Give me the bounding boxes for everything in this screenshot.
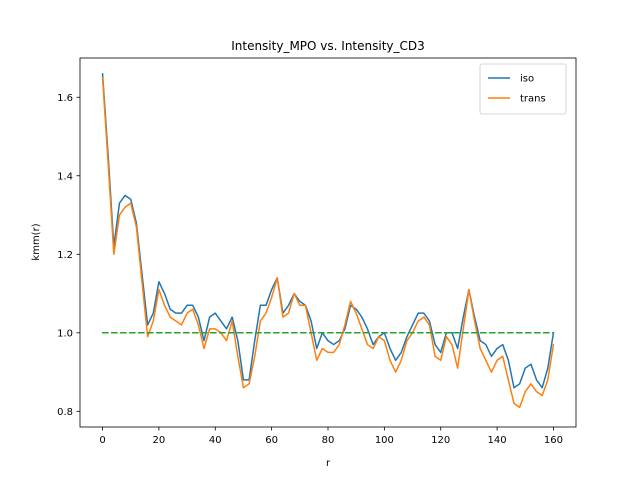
y-axis: 0.8 1.0 1.2 1.4 1.6 xyxy=(57,93,80,418)
x-tick-label: 40 xyxy=(209,435,222,446)
y-tick-label: 1.0 xyxy=(57,328,73,339)
chart-title: Intensity_MPO vs. Intensity_CD3 xyxy=(231,39,425,53)
x-tick-label: 140 xyxy=(488,435,507,446)
legend: iso trans xyxy=(479,63,567,115)
x-axis: 0 20 40 60 80 100 120 140 160 xyxy=(99,427,563,446)
legend-box xyxy=(479,63,567,115)
y-tick-label: 0.8 xyxy=(57,407,73,418)
legend-label-iso: iso xyxy=(520,74,534,85)
x-tick-label: 0 xyxy=(99,435,105,446)
series-line-iso xyxy=(101,72,555,389)
plot-area xyxy=(101,72,555,409)
y-tick-label: 1.2 xyxy=(57,250,73,261)
x-tick-label: 80 xyxy=(322,435,335,446)
legend-label-trans: trans xyxy=(520,94,546,105)
x-axis-label: r xyxy=(326,458,331,469)
x-tick-label: 60 xyxy=(265,435,278,446)
y-tick-label: 1.6 xyxy=(57,93,73,104)
x-tick-label: 100 xyxy=(375,435,394,446)
y-tick-label: 1.4 xyxy=(57,171,73,182)
x-tick-label: 20 xyxy=(153,435,166,446)
x-tick-label: 160 xyxy=(544,435,563,446)
x-tick-label: 120 xyxy=(431,435,450,446)
y-axis-label: kmm(r) xyxy=(31,223,42,260)
series-line-trans xyxy=(101,76,555,409)
